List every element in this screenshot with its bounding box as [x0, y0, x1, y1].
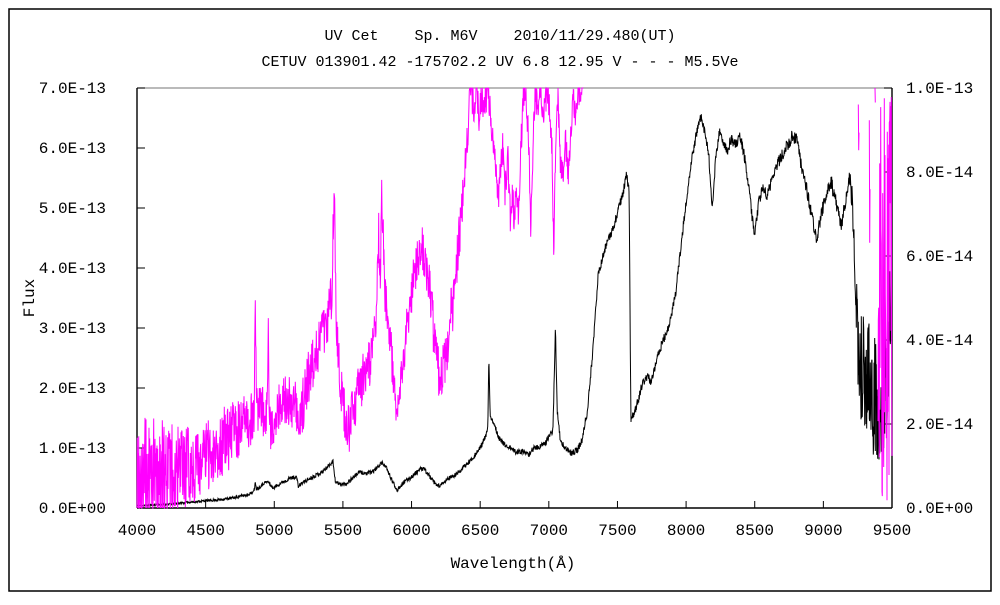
series-comparison — [137, 88, 583, 508]
x-tick-label: 8000 — [667, 522, 705, 540]
y-right-tick-label: 8.0E-14 — [906, 164, 973, 182]
x-tick-label: 4500 — [186, 522, 224, 540]
y-left-tick-label: 4.0E-13 — [39, 260, 106, 278]
plot-subtitle: CETUV 013901.42 -175702.2 UV 6.8 12.95 V… — [261, 54, 738, 71]
series-comparison — [858, 105, 859, 151]
y-right-tick-label: 6.0E-14 — [906, 248, 973, 266]
y-left-tick-label: 7.0E-13 — [39, 80, 106, 98]
x-tick-label: 9500 — [873, 522, 911, 540]
y-left-tick-label: 2.0E-13 — [39, 380, 106, 398]
y-right-tick-label: 1.0E-13 — [906, 80, 973, 98]
x-tick-label: 4000 — [118, 522, 156, 540]
y-left-tick-label: 0.0E+00 — [39, 500, 106, 518]
plot-title: UV Cet Sp. M6V 2010/11/29.480(UT) — [324, 28, 675, 45]
y-right-tick-label: 0.0E+00 — [906, 500, 973, 518]
x-tick-label: 5500 — [324, 522, 362, 540]
x-tick-label: 8500 — [736, 522, 774, 540]
y-left-tick-label: 3.0E-13 — [39, 320, 106, 338]
series-comparison — [869, 120, 870, 243]
y-left-tick-label: 6.0E-13 — [39, 140, 106, 158]
y-axis-label: Flux — [21, 279, 39, 317]
y-right-tick-label: 4.0E-14 — [906, 332, 973, 350]
x-axis-label: Wavelength(Å) — [451, 555, 576, 573]
x-tick-label: 6000 — [392, 522, 430, 540]
series-target — [137, 114, 892, 506]
x-tick-label: 9000 — [804, 522, 842, 540]
x-tick-label: 7500 — [598, 522, 636, 540]
x-tick-label: 5000 — [255, 522, 293, 540]
y-left-tick-label: 1.0E-13 — [39, 440, 106, 458]
x-tick-label: 7000 — [530, 522, 568, 540]
data-series — [137, 88, 892, 508]
y-right-tick-label: 2.0E-14 — [906, 416, 973, 434]
y-left-tick-label: 5.0E-13 — [39, 200, 106, 218]
x-tick-label: 6500 — [461, 522, 499, 540]
